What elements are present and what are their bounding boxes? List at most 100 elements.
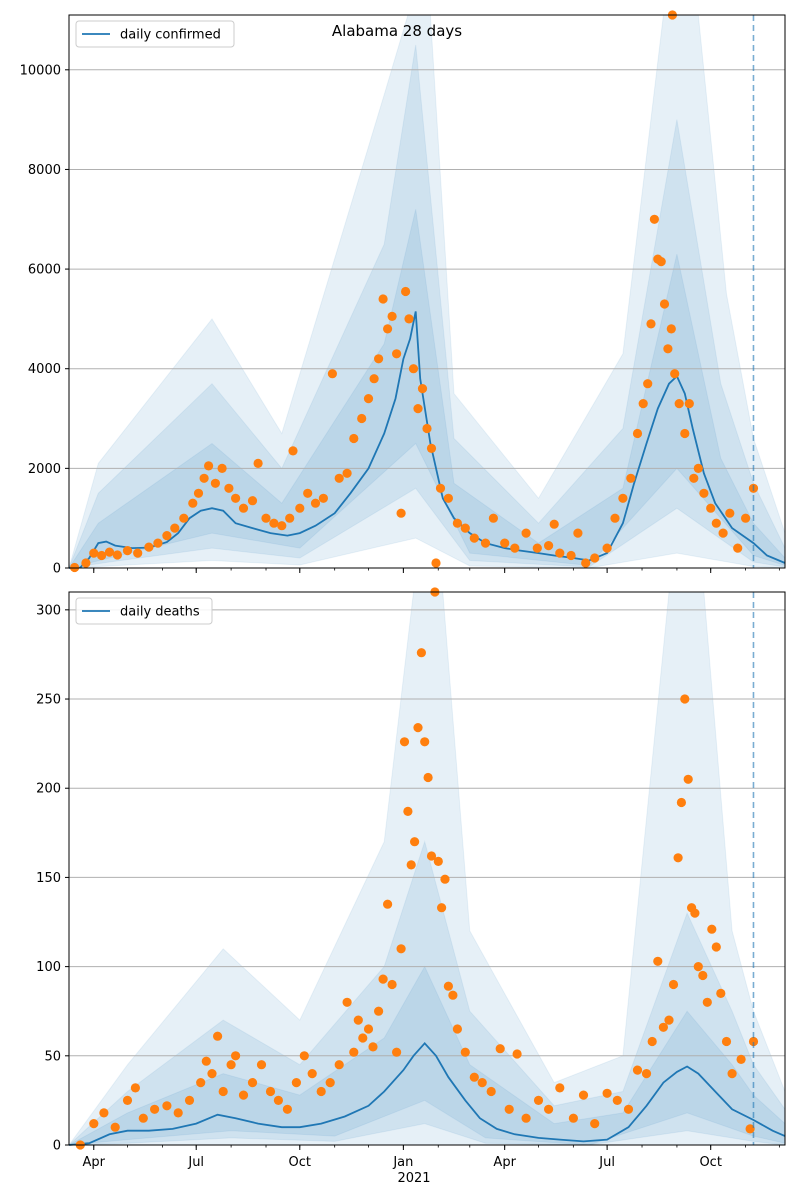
confirmed-observed-point-68 [566, 550, 576, 561]
confirmed-observed-point-32 [318, 493, 328, 503]
deaths-observed-point-37 [378, 974, 388, 984]
confirmed-model-line-path [68, 311, 786, 569]
deaths-observed-point-23 [282, 1104, 292, 1114]
deaths-observed-point-77 [647, 1036, 657, 1047]
deaths-observed-point-54 [440, 874, 450, 884]
confirmed-observed-point-72 [602, 543, 612, 553]
deaths-observed-point-90 [702, 997, 712, 1007]
confirmed-observed-point-67 [555, 548, 565, 558]
deaths-observed-point-62 [495, 1044, 505, 1054]
deaths-observed-point-35 [368, 1042, 378, 1052]
deaths-legend: daily deaths [75, 597, 213, 625]
confirmed-observed-point-51 [422, 423, 432, 434]
deaths-observed-point-39 [387, 979, 397, 990]
deaths-observed-point-83 [676, 797, 687, 808]
deaths-observed-point-46 [413, 723, 423, 733]
confirmed-observed-point-61 [500, 538, 510, 548]
confirmed-observed-point-48 [408, 364, 419, 374]
confirmed-observed-point-12 [179, 513, 189, 523]
deaths-observed-point-32 [353, 1015, 363, 1025]
deaths-observed-point-80 [664, 1015, 674, 1025]
confirmed-observed-point-38 [363, 394, 374, 404]
confirmed-observed-point-74 [618, 493, 628, 503]
confirmed-observed-point-27 [285, 513, 295, 523]
deaths-model-line [68, 1041, 786, 1146]
deaths-observed-point-31 [349, 1047, 359, 1057]
deaths-observed-point-22 [273, 1095, 283, 1105]
confirmed-observed-point-91 [693, 463, 703, 473]
confirmed-observed-point-24 [261, 513, 271, 523]
confirmed-y-axis: 0 2000 4000 6000 8000 10000 [20, 63, 69, 577]
deaths-observed-point-12 [201, 1056, 211, 1066]
confirmed-observed-point-34 [334, 473, 344, 483]
confirmed-observed-point-31 [310, 498, 321, 508]
deaths-x-tick-label-3: Jan [392, 1155, 413, 1170]
deaths-observed-point-14 [213, 1031, 223, 1041]
deaths-observed-point-16 [226, 1060, 236, 1070]
deaths-x-tick-label-2: Oct [289, 1155, 311, 1170]
confirmed-legend-label: daily confirmed [120, 28, 221, 43]
deaths-legend-label: daily deaths [120, 605, 200, 620]
deaths-observed-point-65 [521, 1113, 531, 1123]
deaths-observed-point-52 [433, 856, 443, 867]
confirmed-observed-point-69 [573, 528, 583, 538]
deaths-observed-point-38 [383, 899, 393, 909]
confirmed-observed-point-78 [643, 379, 653, 389]
deaths-y-tick-label-250: 250 [36, 693, 61, 708]
deaths-x-tick-label-6: Oct [699, 1155, 721, 1170]
deaths-observed-point-17 [231, 1051, 241, 1061]
deaths-observed-point-19 [247, 1078, 258, 1088]
confirmed-observed-points [70, 10, 759, 573]
confirmed-legend: daily confirmed [75, 20, 235, 48]
deaths-x-axis: Apr Jul Oct Jan Apr Jul Oct [83, 1145, 780, 1170]
confirmed-observed-point-55 [443, 493, 453, 503]
confirmed-observed-point-89 [684, 399, 694, 409]
deaths-observed-point-53 [437, 903, 447, 913]
deaths-observed-point-71 [590, 1119, 600, 1129]
deaths-observed-point-25 [299, 1051, 309, 1061]
confirmed-observed-point-71 [590, 553, 600, 563]
confirmed-y-tick-label-4000: 4000 [28, 362, 61, 377]
deaths-observed-point-58 [460, 1047, 470, 1057]
confirmed-observed-point-44 [392, 349, 402, 359]
confirmed-observed-point-29 [295, 503, 305, 513]
deaths-observed-point-5 [130, 1083, 140, 1093]
confirmed-observed-point-93 [706, 503, 716, 513]
deaths-observed-point-4 [122, 1095, 133, 1105]
deaths-observed-point-57 [452, 1024, 462, 1034]
deaths-observed-point-8 [162, 1101, 172, 1111]
deaths-observed-points [75, 587, 759, 1150]
deaths-observed-point-84 [680, 694, 690, 704]
confirmed-observed-point-56 [452, 518, 462, 528]
confirmed-observed-point-63 [521, 528, 531, 538]
deaths-observed-point-27 [316, 1086, 326, 1097]
confirmed-observed-point-82 [656, 257, 666, 267]
chart-title: Alabama 28 days [332, 22, 462, 40]
confirmed-observed-point-75 [626, 473, 636, 483]
deaths-observed-point-49 [423, 772, 433, 783]
confirmed-observed-point-22 [247, 496, 258, 506]
deaths-observed-point-24 [291, 1078, 301, 1088]
confirmed-observed-point-40 [374, 354, 384, 364]
deaths-panel: 0 50 100 150 200 250 300 Apr Jul Oct Jan Apr Jul Oct… [36, 587, 786, 1186]
deaths-observed-point-43 [403, 806, 413, 817]
confirmed-observed-point-21 [238, 503, 249, 513]
confirmed-y-tick-label-10000: 10000 [20, 63, 61, 78]
confirmed-observed-point-94 [711, 518, 721, 528]
confirmed-observed-point-77 [638, 399, 648, 409]
deaths-observed-point-64 [512, 1049, 522, 1059]
deaths-observed-point-33 [358, 1033, 368, 1043]
deaths-observed-point-44 [406, 860, 416, 870]
confirmed-observed-point-97 [733, 543, 743, 553]
confirmed-observed-point-59 [480, 538, 491, 548]
confirmed-observed-point-6 [122, 546, 133, 556]
confirmed-observed-point-53 [431, 558, 441, 568]
deaths-observed-point-81 [668, 979, 679, 990]
confirmed-observed-point-23 [253, 458, 263, 468]
confirmed-axes-frame [68, 14, 786, 569]
confirmed-observed-point-36 [349, 433, 359, 444]
deaths-observed-point-74 [623, 1104, 634, 1114]
confirmed-observed-point-1 [81, 558, 91, 568]
confirmed-observed-point-33 [327, 369, 337, 379]
deaths-observed-point-18 [238, 1090, 249, 1100]
